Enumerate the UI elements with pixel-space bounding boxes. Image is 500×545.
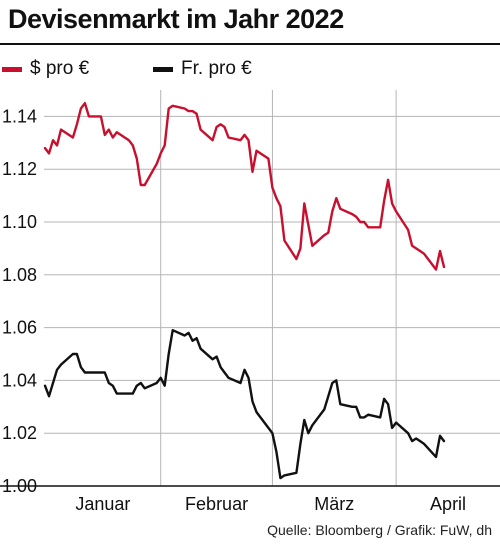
- title-divider: [0, 43, 500, 45]
- series-line-usd: [43, 102, 446, 271]
- x-tick-label: Februar: [185, 494, 248, 514]
- legend-item-usd: $ pro €: [2, 58, 89, 80]
- y-tick-label: 1.08: [2, 265, 37, 285]
- y-tick-label: 1.04: [2, 370, 37, 390]
- y-tick-label: 1.10: [2, 212, 37, 232]
- legend-swatch-chf: [153, 66, 173, 72]
- x-tick-label: März: [314, 494, 354, 514]
- chart-title: Devisenmarkt im Jahr 2022: [8, 4, 344, 34]
- y-tick-label: 1.14: [2, 106, 37, 126]
- legend-label-chf: Fr. pro €: [181, 58, 252, 79]
- legend-swatch-usd: [2, 66, 22, 72]
- y-tick-label: 1.06: [2, 318, 37, 338]
- x-tick-label: Januar: [75, 494, 130, 514]
- legend-item-chf: Fr. pro €: [153, 58, 252, 80]
- series-line-chf: [43, 329, 446, 480]
- y-tick-label: 1.12: [2, 159, 37, 179]
- source-note: Quelle: Bloomberg / Grafik: FuW, dh: [267, 522, 492, 538]
- legend-label-usd: $ pro €: [30, 58, 90, 79]
- y-tick-label: 1.02: [2, 423, 37, 443]
- x-tick-label: April: [430, 494, 466, 514]
